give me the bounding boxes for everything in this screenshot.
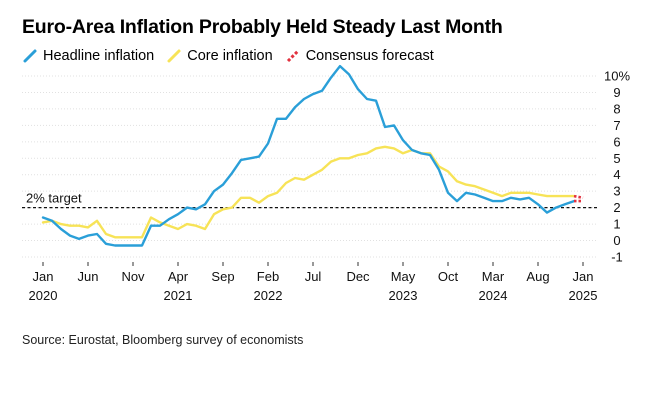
legend-swatch-headline — [23, 49, 37, 63]
x-tick-label: Dec — [346, 269, 370, 284]
x-tick-label: Jan — [33, 269, 54, 284]
x-tick-label: Aug — [526, 269, 549, 284]
x-tick-year-label: 2022 — [254, 288, 283, 303]
legend-item-core: Core inflation — [166, 48, 273, 64]
y-tick-label: 10% — [604, 69, 630, 84]
y-tick-label: 5 — [613, 151, 620, 166]
legend-swatch-core — [167, 49, 181, 63]
x-tick-label: Apr — [168, 269, 189, 284]
legend-item-consensus: Consensus forecast — [285, 48, 434, 64]
chart-title: Euro-Area Inflation Probably Held Steady… — [22, 16, 503, 38]
y-tick-label: 2 — [613, 200, 620, 215]
y-tick-label: 4 — [613, 167, 620, 182]
x-tick-label: Jun — [78, 269, 99, 284]
x-tick-year-label: 2023 — [389, 288, 418, 303]
y-tick-label: 8 — [613, 101, 620, 116]
gridlines — [22, 75, 597, 258]
y-tick-label: 0 — [613, 233, 620, 248]
x-tick-year-label: 2025 — [569, 288, 598, 303]
x-tick-year-label: 2024 — [479, 288, 508, 303]
x-tick-label: Nov — [121, 269, 145, 284]
x-tick-label: Sep — [211, 269, 234, 284]
x-tick-year-label: 2021 — [164, 288, 193, 303]
y-tick-label: 3 — [613, 184, 620, 199]
legend-swatch-consensus — [286, 49, 299, 63]
x-tick-label: May — [391, 269, 416, 284]
x-tick-label: Oct — [438, 269, 459, 284]
legend-item-headline: Headline inflation — [22, 48, 154, 64]
series-line-core-inflation — [41, 145, 576, 239]
x-axis: Jan 2020 Jun Nov Apr 2021 Sep Feb 2022 Jul Dec May 2… — [29, 262, 598, 303]
chart-legend: Headline inflation Core inflation Consen… — [22, 46, 446, 66]
x-tick-label: Jan — [573, 269, 594, 284]
series-line-consensus-forecast-core — [573, 194, 584, 200]
source-note: Source: Eurostat, Bloomberg survey of ec… — [22, 333, 304, 347]
y-tick-label: 9 — [613, 85, 620, 100]
series-lines — [41, 64, 584, 247]
target-label: 2% target — [26, 191, 82, 206]
x-tick-label: Jul — [305, 269, 322, 284]
x-tick-year-label: 2020 — [29, 288, 58, 303]
y-tick-label: 6 — [613, 134, 620, 149]
y-axis: 10%98 76 54 32 10 -1 — [604, 69, 630, 265]
legend-label-consensus: Consensus forecast — [305, 48, 434, 64]
legend-label-headline: Headline inflation — [43, 48, 155, 64]
legend-label-core: Core inflation — [187, 48, 273, 64]
x-tick-label: Feb — [257, 269, 279, 284]
x-tick-label: Mar — [482, 269, 505, 284]
y-tick-label: 7 — [613, 118, 620, 133]
y-tick-label: 1 — [613, 217, 620, 232]
y-tick-label: -1 — [611, 250, 623, 265]
series-line-headline-inflation — [41, 64, 576, 247]
target-annotation: 2% target — [22, 191, 597, 209]
